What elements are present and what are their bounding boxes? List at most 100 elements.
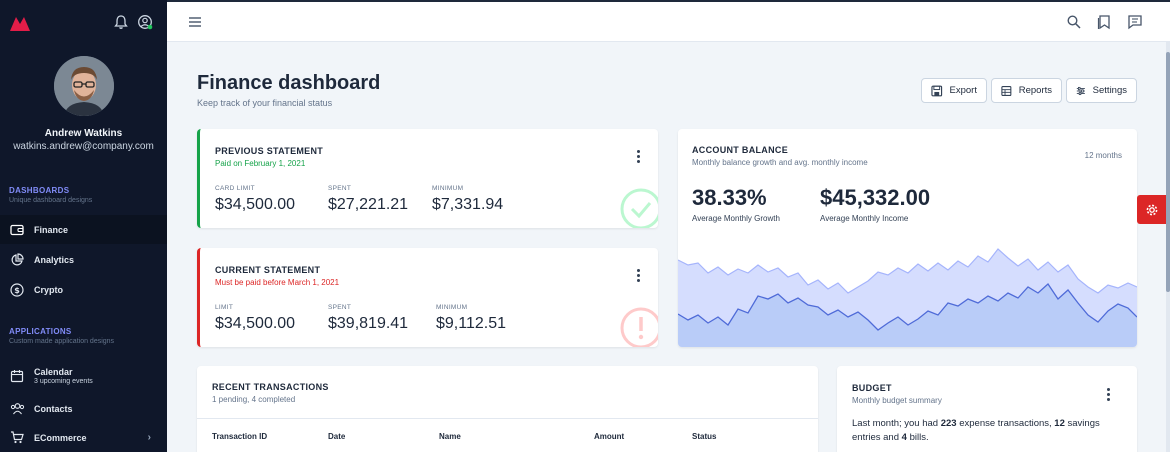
column-header-transaction-id[interactable]: Transaction ID [212, 432, 268, 441]
nav-label: ECommerce [34, 432, 87, 443]
nav-item-calendar[interactable]: Calendar 3 upcoming events [0, 360, 167, 392]
nav-item-analytics[interactable]: Analytics [0, 245, 167, 274]
check-circle-icon [620, 188, 658, 228]
stat-value: $34,500.00 [215, 196, 296, 213]
dashboards-section: DASHBOARDS Unique dashboard designs [0, 186, 92, 204]
divider [197, 418, 818, 419]
growth-value: 38.33% [692, 185, 767, 210]
settings-fab[interactable] [1137, 195, 1167, 224]
balance-area-dark [678, 284, 1137, 347]
period-selector[interactable]: 12 months [1084, 151, 1122, 160]
nav-label: Contacts [34, 403, 73, 414]
stat-minimum: MINIMUM $7,331.94 [432, 185, 503, 214]
nav-calendar-text: Calendar 3 upcoming events [34, 367, 93, 385]
stat-spent: SPENT $27,221.21 [328, 185, 408, 214]
applications-section: APPLICATIONS Custom made application des… [0, 327, 114, 345]
stat-label: CARD LIMIT [215, 185, 255, 192]
stat-value: $34,500.00 [215, 315, 296, 332]
card-title: ACCOUNT BALANCE [692, 145, 788, 155]
settings-label: Settings [1092, 85, 1127, 96]
balance-line-dark [678, 283, 1137, 331]
bills-count: 4 [901, 432, 907, 443]
reports-label: Reports [1018, 85, 1052, 96]
card-subtitle: Monthly balance growth and avg. monthly … [692, 158, 868, 167]
export-label: Export [949, 85, 977, 96]
column-header-status[interactable]: Status [692, 432, 717, 441]
previous-statement-card: PREVIOUS STATEMENT Paid on February 1, 2… [197, 129, 658, 228]
more-vertical-icon[interactable] [637, 150, 641, 164]
column-header-date[interactable]: Date [328, 432, 346, 441]
nav-label: Finance [34, 224, 69, 235]
savings-count: 12 [1054, 418, 1065, 429]
stat-value: $9,112.51 [436, 315, 506, 332]
scrollbar-thumb[interactable] [1166, 52, 1170, 292]
column-header-amount[interactable]: Amount [594, 432, 625, 441]
section-title-dashboards: DASHBOARDS [9, 186, 70, 195]
chat-icon[interactable] [1127, 14, 1143, 30]
nav-label: Analytics [34, 254, 75, 265]
card-subtitle: Paid on February 1, 2021 [215, 159, 306, 168]
table-icon [1001, 85, 1012, 96]
user-profile: Andrew Watkins watkins.andrew@company.co… [0, 56, 167, 152]
sidebar-header [0, 0, 167, 46]
budget-summary: Last month; you had 223 expense transact… [852, 417, 1117, 445]
stat-label: MINIMUM [432, 185, 464, 192]
more-vertical-icon[interactable] [1107, 388, 1111, 402]
logo-icon[interactable] [10, 16, 30, 31]
section-subtitle-applications: Custom made application designs [9, 338, 115, 345]
export-button[interactable]: Export [921, 78, 987, 103]
stat-limit: LIMIT $34,500.00 [215, 304, 295, 333]
user-email: watkins.andrew@company.com [13, 141, 154, 152]
bell-icon[interactable] [113, 14, 129, 30]
column-header-name[interactable]: Name [439, 432, 461, 441]
save-icon [931, 85, 943, 96]
expense-count: 223 [940, 418, 957, 429]
card-subtitle: 1 pending, 4 completed [212, 395, 296, 404]
pie-chart-icon [9, 252, 25, 268]
nav-item-ecommerce[interactable]: ECommerce › [0, 423, 167, 452]
wallet-icon [9, 222, 25, 238]
stat-label: LIMIT [215, 304, 234, 311]
nav-item-crypto[interactable]: $ Crypto [0, 275, 167, 304]
user-status-icon[interactable] [137, 14, 153, 30]
search-icon[interactable] [1066, 14, 1082, 30]
avatar[interactable] [53, 56, 114, 116]
balance-area-chart [678, 248, 1137, 347]
budget-text: expense transactions, [956, 418, 1055, 429]
gear-icon [1146, 204, 1158, 215]
stat-spent: SPENT $39,819.41 [328, 304, 408, 333]
stat-card-limit: CARD LIMIT $34,500.00 [215, 185, 295, 214]
settings-button[interactable]: Settings [1066, 78, 1137, 103]
stat-label: SPENT [328, 304, 352, 311]
income-stat: $45,332.00 Average Monthly Income [820, 185, 930, 223]
nav-sublabel: 3 upcoming events [34, 378, 93, 385]
section-title-applications: APPLICATIONS [9, 327, 72, 336]
stat-minimum: MINIMUM $9,112.51 [436, 304, 506, 333]
reports-button[interactable]: Reports [991, 78, 1062, 103]
income-label: Average Monthly Income [820, 214, 909, 223]
bookmarks-icon[interactable] [1096, 14, 1112, 30]
section-subtitle-dashboards: Unique dashboard designs [9, 197, 93, 204]
growth-stat: 38.33% Average Monthly Growth [692, 185, 780, 223]
nav-item-contacts[interactable]: Contacts [0, 394, 167, 423]
menu-icon[interactable] [187, 14, 203, 30]
budget-text: savings entries and [852, 418, 1100, 443]
calendar-icon [9, 368, 25, 384]
card-title: PREVIOUS STATEMENT [215, 146, 324, 156]
user-name: Andrew Watkins [44, 128, 123, 139]
cart-icon [9, 430, 25, 446]
svg-text:$: $ [14, 286, 20, 295]
nav-label: Calendar [34, 367, 73, 377]
nav-item-finance[interactable]: Finance [0, 215, 167, 244]
sidebar: Andrew Watkins watkins.andrew@company.co… [0, 0, 167, 452]
card-title: RECENT TRANSACTIONS [212, 382, 329, 392]
card-title: CURRENT STATEMENT [215, 265, 321, 275]
scrollbar[interactable] [1166, 42, 1170, 452]
growth-label: Average Monthly Growth [692, 214, 780, 223]
card-subtitle: Monthly budget summary [852, 396, 942, 405]
budget-card: BUDGET Monthly budget summary Last month… [837, 366, 1137, 452]
more-vertical-icon[interactable] [637, 269, 641, 283]
stat-value: $39,819.41 [328, 315, 409, 332]
stat-label: MINIMUM [436, 304, 468, 311]
nav-label: Crypto [34, 284, 63, 295]
